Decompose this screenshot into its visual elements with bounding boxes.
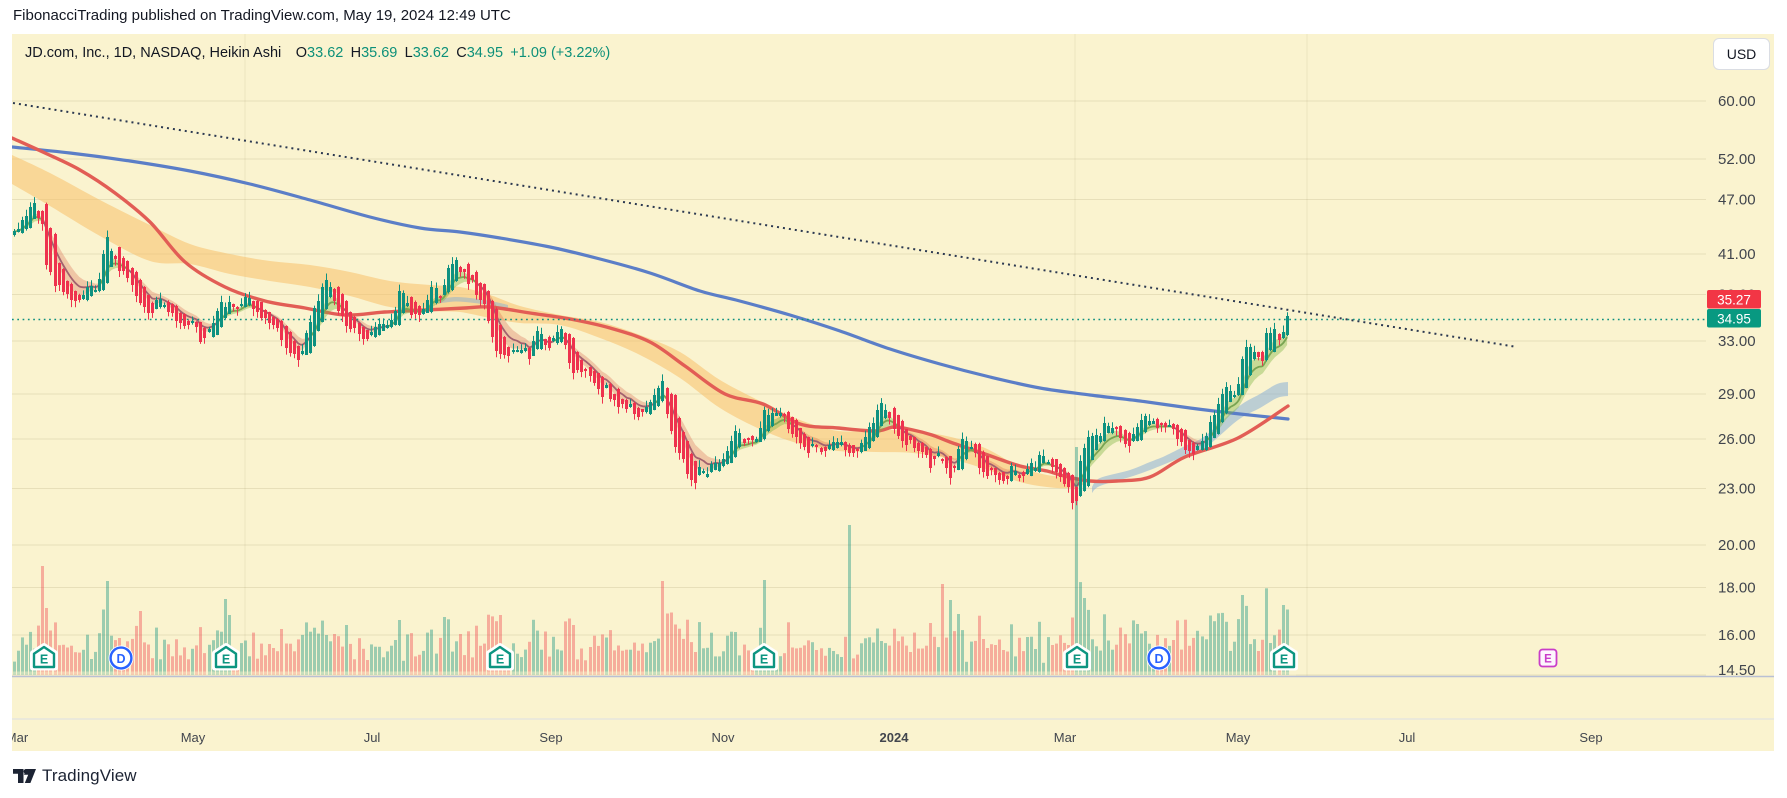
svg-text:34.95: 34.95: [1717, 312, 1751, 327]
svg-text:23.00: 23.00: [1718, 481, 1756, 498]
svg-text:E: E: [496, 653, 504, 667]
svg-text:Jul: Jul: [1399, 730, 1416, 745]
svg-text:D: D: [1154, 652, 1163, 666]
svg-text:Mar: Mar: [12, 730, 29, 745]
svg-text:18.00: 18.00: [1718, 580, 1756, 597]
svg-text:2024: 2024: [880, 730, 910, 745]
svg-text:E: E: [222, 653, 230, 667]
svg-text:29.00: 29.00: [1718, 386, 1756, 403]
svg-text:Jul: Jul: [364, 730, 381, 745]
svg-text:E: E: [760, 653, 768, 667]
svg-text:20.00: 20.00: [1718, 537, 1756, 554]
svg-text:26.00: 26.00: [1718, 431, 1756, 448]
svg-text:E: E: [1280, 653, 1288, 667]
svg-text:33.00: 33.00: [1718, 333, 1756, 350]
svg-text:Mar: Mar: [1054, 730, 1077, 745]
svg-text:E: E: [1544, 654, 1552, 666]
svg-text:41.00: 41.00: [1718, 246, 1756, 263]
svg-text:47.00: 47.00: [1718, 192, 1756, 209]
svg-text:52.00: 52.00: [1718, 151, 1756, 168]
svg-text:May: May: [1226, 730, 1251, 745]
svg-text:May: May: [181, 730, 206, 745]
svg-text:60.00: 60.00: [1718, 93, 1756, 110]
svg-text:14.50: 14.50: [1718, 662, 1756, 679]
svg-text:35.27: 35.27: [1717, 293, 1751, 308]
svg-text:E: E: [1073, 653, 1081, 667]
svg-text:16.00: 16.00: [1718, 627, 1756, 644]
svg-text:E: E: [40, 653, 48, 667]
svg-text:Sep: Sep: [1579, 730, 1602, 745]
svg-text:Sep: Sep: [539, 730, 562, 745]
svg-text:D: D: [116, 652, 125, 666]
svg-text:Nov: Nov: [711, 730, 735, 745]
